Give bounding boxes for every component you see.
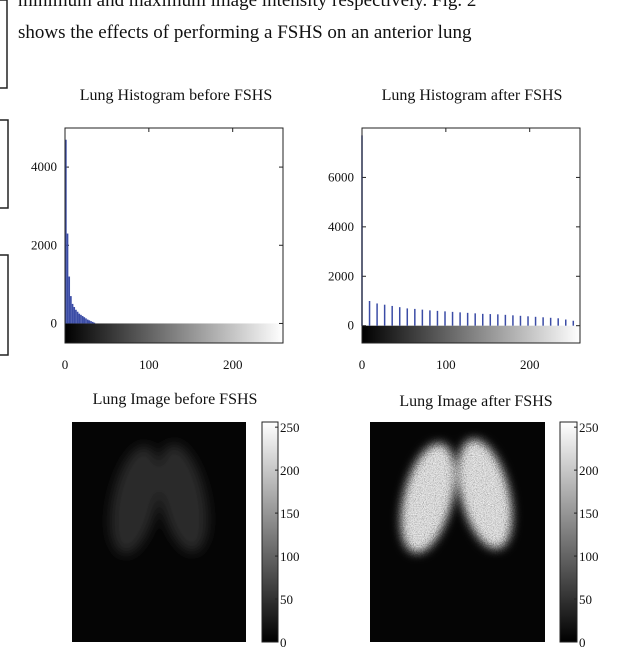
histogram-bar bbox=[90, 321, 92, 324]
y-tick-label: 0 bbox=[51, 315, 58, 330]
colorbar-tick-label: 100 bbox=[280, 549, 300, 564]
chart-title: Lung Image before FSHS bbox=[93, 391, 258, 408]
x-tick-label: 100 bbox=[139, 357, 159, 372]
y-tick-label: 4000 bbox=[31, 159, 57, 174]
colorbar-tick-label: 200 bbox=[280, 463, 300, 478]
chart-title: Lung Image after FSHS bbox=[399, 393, 552, 410]
histogram-bar bbox=[70, 296, 72, 324]
colorbar-tick-label: 250 bbox=[579, 420, 599, 435]
y-tick-label: 4000 bbox=[328, 219, 354, 234]
paragraph-line: minimum and maximum image intensity resp… bbox=[18, 0, 476, 11]
intensity-bar bbox=[362, 325, 580, 343]
histogram-bar bbox=[85, 318, 87, 324]
colorbar bbox=[261, 421, 279, 643]
axes-frame bbox=[361, 127, 581, 344]
histogram-bar bbox=[75, 309, 77, 324]
histogram-bar bbox=[71, 303, 74, 324]
histogram-bar bbox=[76, 311, 79, 324]
x-tick-label: 100 bbox=[436, 357, 456, 372]
histogram-bar bbox=[80, 314, 82, 324]
lung-image-before bbox=[72, 422, 246, 642]
histogram-bar bbox=[91, 321, 94, 324]
histogram-bar bbox=[88, 320, 91, 324]
histogram-bar bbox=[83, 317, 86, 324]
histogram-bar bbox=[65, 139, 67, 324]
colorbar-tick-label: 0 bbox=[280, 635, 287, 650]
x-tick-label: 0 bbox=[359, 357, 366, 372]
histogram-bar bbox=[81, 316, 84, 324]
colorbar-tick-label: 0 bbox=[579, 635, 586, 650]
chart-title: Lung Histogram after FSHS bbox=[382, 87, 563, 104]
y-tick-label: 2000 bbox=[328, 268, 354, 283]
colorbar bbox=[559, 421, 578, 643]
histogram-bar bbox=[68, 276, 71, 324]
y-tick-label: 6000 bbox=[328, 169, 354, 184]
colorbar-tick-label: 50 bbox=[579, 592, 592, 607]
histogram-bar bbox=[86, 319, 89, 324]
colorbar-tick-label: 100 bbox=[579, 549, 599, 564]
lung-image-after bbox=[370, 422, 545, 642]
histogram-bar bbox=[78, 313, 81, 324]
histogram-bar bbox=[73, 307, 76, 324]
y-tick-label: 0 bbox=[348, 318, 355, 333]
chart-title: Lung Histogram before FSHS bbox=[80, 87, 272, 104]
y-tick-label: 2000 bbox=[31, 237, 57, 252]
x-tick-label: 200 bbox=[223, 357, 243, 372]
histogram-bar bbox=[93, 322, 96, 324]
colorbar-tick-label: 250 bbox=[280, 420, 300, 435]
x-tick-label: 0 bbox=[62, 357, 69, 372]
colorbar-tick-label: 150 bbox=[280, 506, 300, 521]
colorbar-tick-label: 50 bbox=[280, 592, 293, 607]
colorbar-tick-label: 200 bbox=[579, 463, 599, 478]
intensity-bar bbox=[65, 323, 283, 343]
histogram-bar bbox=[66, 233, 69, 324]
colorbar-tick-label: 150 bbox=[579, 506, 599, 521]
axes-frame bbox=[64, 127, 284, 344]
x-tick-label: 200 bbox=[520, 357, 540, 372]
paragraph-line: shows the effects of performing a FSHS o… bbox=[18, 22, 472, 43]
cropped-frame bbox=[0, 0, 9, 356]
